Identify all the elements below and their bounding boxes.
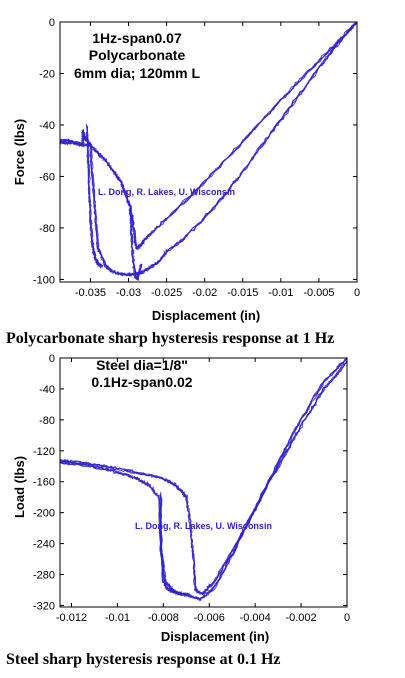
chart-2-ytick-label: 0	[49, 353, 55, 365]
chart-1-xtick-labels: -0.035 -0.03 -0.025 -0.02 -0.015 -0.01 -0.005 0	[75, 287, 360, 299]
chart-1-plot-frame	[59, 21, 358, 283]
chart-2-plot-frame	[59, 357, 348, 608]
chart-2-series-2-line	[59, 360, 348, 602]
chart-1-series-2-line	[59, 21, 358, 277]
chart-1-ytick-label: -100	[33, 274, 55, 286]
chart-2-xlabel: Displacement (in)	[161, 629, 269, 644]
chart-2-series-3-line	[159, 491, 183, 596]
chart-2-ytick-label: -40	[39, 384, 55, 396]
chart-2-annotation-2: 0.1Hz-span0.02	[91, 374, 192, 390]
chart-2-xtick-label: -0.004	[240, 612, 271, 624]
chart-2-xtick-label: -0.002	[285, 612, 316, 624]
chart-1-xtick-label: -0.03	[116, 287, 141, 299]
chart-1-ytick-label: 0	[49, 17, 55, 29]
chart-1-annotation-3: 6mm dia; 120mm L	[74, 65, 200, 81]
chart-2-ytick-label: -80	[39, 415, 55, 427]
chart-1-ylabel: Force (lbs)	[12, 119, 27, 185]
chart-1-credit: L. Dong, R. Lakes, U. Wisconsin	[98, 187, 235, 197]
chart-2-xtick-label: -0.008	[148, 612, 179, 624]
chart-2-ylabel: Load (lbs)	[12, 456, 27, 518]
chart-2-xtick-label: -0.01	[105, 612, 130, 624]
chart-1-ytick-label: -20	[39, 68, 55, 80]
chart-2-ytick-label: -200	[33, 508, 55, 520]
chart-1-axes	[59, 21, 358, 283]
chart-2-series-2-line	[59, 362, 348, 602]
chart-1-ytick-label: -40	[39, 120, 55, 132]
chart-2-xtick-labels: -0.012 -0.01 -0.008 -0.006 -0.004 -0.002 0	[56, 612, 350, 624]
chart-1-xtick-label: -0.015	[227, 287, 258, 299]
chart-1: -0.035 -0.03 -0.025 -0.02 -0.015 -0.01 -0.005 0…	[12, 17, 360, 323]
chart-1-annotation-1: 1Hz-span0.07	[92, 30, 182, 46]
chart-2-xtick-label: -0.012	[56, 612, 87, 624]
chart-1-xlabel: Displacement (in)	[152, 308, 260, 323]
chart-2-ytick-label: -120	[33, 446, 55, 458]
chart-2-ytick-label: -160	[33, 477, 55, 489]
chart-1-xtick-label: -0.025	[151, 287, 182, 299]
chart-1-annotation-2: Polycarbonate	[89, 47, 186, 63]
chart-1-ytick-labels: 0 -20 -40 -60 -80 -100	[33, 17, 55, 286]
chart-2-annotation-1: Steel dia=1/8"	[96, 357, 188, 373]
chart-2-ytick-label: -240	[33, 539, 55, 551]
chart-2-axes	[59, 357, 348, 608]
chart-1-series-1-line	[59, 22, 358, 251]
chart-1-series-4-line	[129, 209, 142, 282]
chart-2-traces	[59, 357, 348, 602]
chart-2-credit: L. Dong, R. Lakes, U. Wisconsin	[135, 521, 272, 531]
chart-1-traces	[59, 21, 358, 282]
chart-1-ytick-label: -60	[39, 171, 55, 183]
chart-1-xtick-label: -0.005	[303, 287, 334, 299]
chart-1-caption: Polycarbonate sharp hysteresis response …	[6, 330, 335, 347]
chart-2-series-1-line	[60, 357, 348, 596]
chart-2-series-2-line	[59, 360, 348, 602]
chart-1-xtick-label: -0.02	[192, 287, 217, 299]
chart-2-ytick-label: -280	[33, 570, 55, 582]
chart-1-ytick-label: -80	[39, 223, 55, 235]
chart-2-xtick-label: 0	[344, 612, 350, 624]
chart-2-series-1-line	[60, 357, 348, 595]
chart-1-xtick-label: -0.01	[268, 287, 293, 299]
chart-2-series-2-line	[59, 362, 347, 600]
chart-1-xtick-label: -0.035	[75, 287, 106, 299]
chart-1-series-3-line	[86, 126, 103, 267]
chart-2-ytick-label: -320	[33, 600, 55, 612]
chart-2-series-1-line	[59, 357, 348, 596]
chart-2: -0.012 -0.01 -0.008 -0.006 -0.004 -0.002 0 0 -4…	[12, 353, 350, 644]
chart-2-caption: Steel sharp hysteresis response at 0.1 H…	[6, 651, 281, 668]
chart-2-xtick-label: -0.006	[194, 612, 225, 624]
chart-1-xtick-label: 0	[354, 287, 360, 299]
chart-2-series-1-line	[59, 357, 348, 596]
chart-2-ytick-labels: 0 -40 -80 -120 -160 -200 -240 -280 -320	[33, 353, 55, 612]
